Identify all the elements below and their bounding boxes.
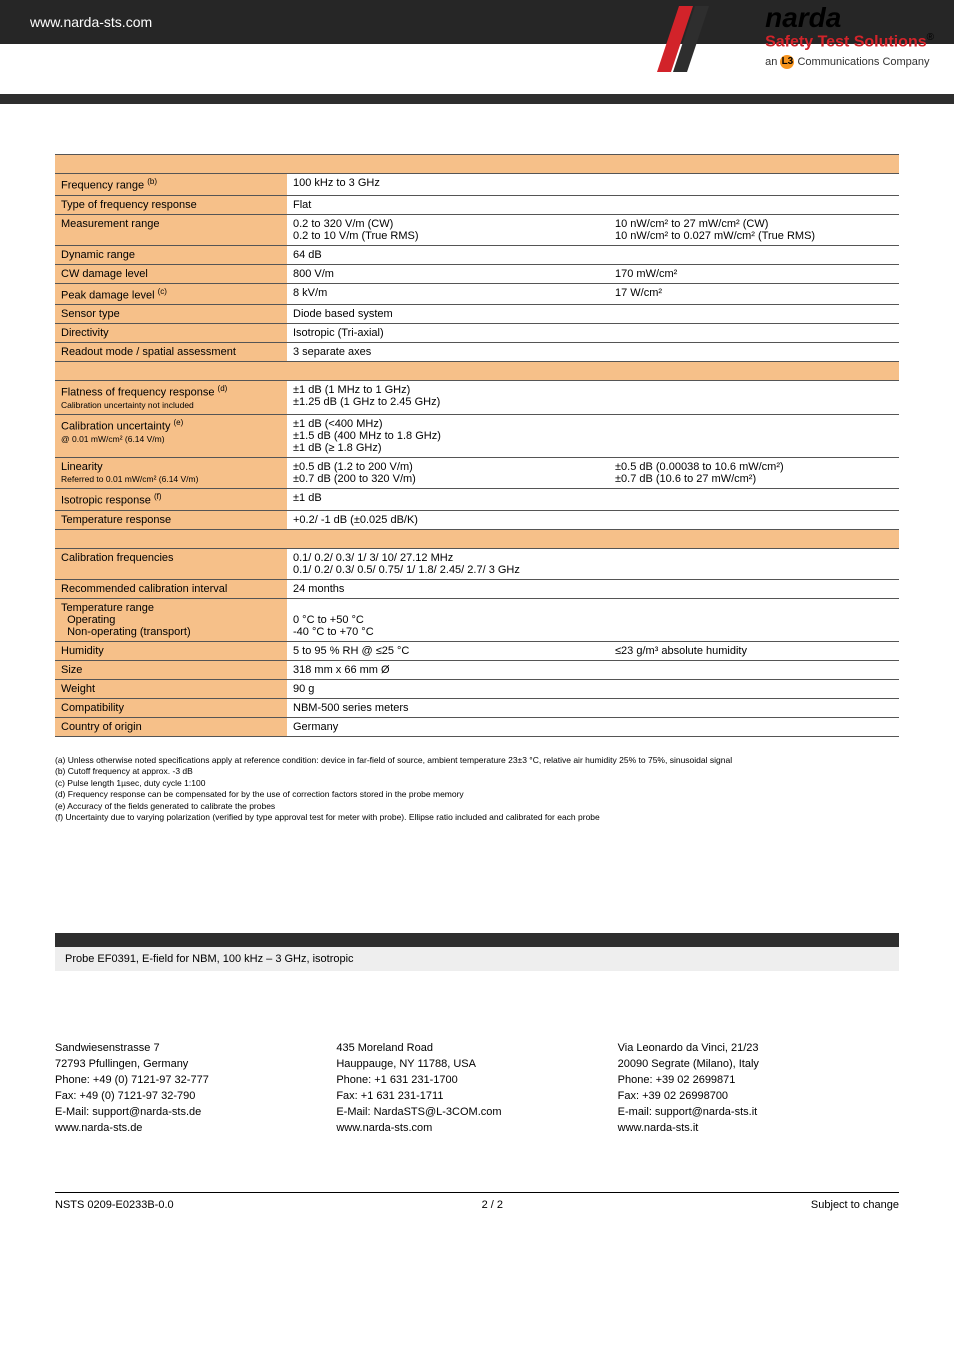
address-column: Sandwiesenstrasse 772793 Pfullingen, Ger…: [55, 1041, 336, 1137]
spec-label: Country of origin: [55, 717, 287, 736]
address-line: Sandwiesenstrasse 7: [55, 1041, 336, 1057]
logo-block: narda Safety Test Solutions® an L3 Commu…: [757, 4, 934, 69]
spec-label: Measurement range: [55, 214, 287, 245]
address-line: E-mail: support@narda-sts.it: [618, 1105, 899, 1121]
spec-label: Flatness of frequency response (d)Calibr…: [55, 381, 287, 415]
spec-label: LinearityReferred to 0.01 mW/cm² (6.14 V…: [55, 457, 287, 488]
footnote-line: (c) Pulse length 1µsec, duty cycle 1:100: [55, 778, 899, 789]
address-line: E-Mail: support@narda-sts.de: [55, 1105, 336, 1121]
logo-slash-icon: [639, 4, 709, 74]
address-line: www.narda-sts.de: [55, 1121, 336, 1137]
spec-value: 100 kHz to 3 GHz: [287, 174, 899, 196]
logo-company: an L3 Communications Company: [765, 55, 934, 69]
spec-label: Calibration frequencies: [55, 548, 287, 579]
header-url: www.narda-sts.com: [30, 14, 152, 30]
spec-value: 0.1/ 0.2/ 0.3/ 1/ 3/ 10/ 27.12 MHz0.1/ 0…: [287, 548, 899, 579]
page-footer: NSTS 0209-E0233B-0.0 2 / 2 Subject to ch…: [55, 1192, 899, 1211]
footer-center: 2 / 2: [482, 1199, 503, 1211]
spec-label: Readout mode / spatial assessment: [55, 343, 287, 362]
logo-tagline: Safety Test Solutions®: [765, 32, 934, 51]
address-line: Fax: +1 631 231-1711: [336, 1089, 617, 1105]
spec-label: Size: [55, 660, 287, 679]
spec-value: Diode based system: [287, 305, 899, 324]
footnote-line: (d) Frequency response can be compensate…: [55, 789, 899, 800]
address-line: Phone: +39 02 2699871: [618, 1073, 899, 1089]
spec-value: 5 to 95 % RH @ ≤25 °C: [287, 641, 609, 660]
address-line: Fax: +49 (0) 7121-97 32-790: [55, 1089, 336, 1105]
spec-label: Sensor type: [55, 305, 287, 324]
address-line: Phone: +49 (0) 7121-97 32-777: [55, 1073, 336, 1089]
probe-bar: Probe EF0391, E-field for NBM, 100 kHz –…: [55, 933, 899, 971]
spec-label: Calibration uncertainty (e)@ 0.01 mW/cm²…: [55, 414, 287, 457]
spec-value: 64 dB: [287, 245, 899, 264]
spec-value: 3 separate axes: [287, 343, 899, 362]
address-line: Fax: +39 02 26998700: [618, 1089, 899, 1105]
spec-value: 800 V/m: [287, 264, 609, 283]
spec-value: ±1 dB (<400 MHz)±1.5 dB (400 MHz to 1.8 …: [287, 414, 899, 457]
footer-left: NSTS 0209-E0233B-0.0: [55, 1199, 174, 1211]
spec-value: 90 g: [287, 679, 899, 698]
spec-value: Flat: [287, 195, 899, 214]
logo-brand: narda: [765, 4, 934, 32]
spec-value: 24 months: [287, 579, 899, 598]
footnote-line: (e) Accuracy of the fields generated to …: [55, 801, 899, 812]
spec-value: 170 mW/cm²: [609, 264, 899, 283]
address-line: Hauppauge, NY 11788, USA: [336, 1057, 617, 1073]
spec-label: Weight: [55, 679, 287, 698]
address-line: E-Mail: NardaSTS@L-3COM.com: [336, 1105, 617, 1121]
footnotes: (a) Unless otherwise noted specification…: [55, 755, 899, 824]
spec-value: ±1 dB: [287, 488, 899, 510]
probe-label: Probe EF0391, E-field for NBM, 100 kHz –…: [55, 947, 899, 971]
address-line: 435 Moreland Road: [336, 1041, 617, 1057]
address-line: www.narda-sts.com: [336, 1121, 617, 1137]
spec-value: NBM-500 series meters: [287, 698, 899, 717]
footnote-line: (b) Cutoff frequency at approx. -3 dB: [55, 766, 899, 777]
spec-value: Germany: [287, 717, 899, 736]
spec-value: ±0.5 dB (0.00038 to 10.6 mW/cm²)±0.7 dB …: [609, 457, 899, 488]
section-divider: [55, 529, 899, 548]
addresses: Sandwiesenstrasse 772793 Pfullingen, Ger…: [55, 1041, 899, 1137]
address-line: Phone: +1 631 231-1700: [336, 1073, 617, 1089]
spec-label: Temperature response: [55, 510, 287, 529]
spec-label: Recommended calibration interval: [55, 579, 287, 598]
spec-value: Isotropic (Tri-axial): [287, 324, 899, 343]
spec-table: Frequency range (b)100 kHz to 3 GHzType …: [55, 154, 899, 737]
address-line: 72793 Pfullingen, Germany: [55, 1057, 336, 1073]
spec-value: 0.2 to 320 V/m (CW)0.2 to 10 V/m (True R…: [287, 214, 609, 245]
spec-value: 0 °C to +50 °C-40 °C to +70 °C: [287, 598, 899, 641]
spec-label: Peak damage level (c): [55, 283, 287, 305]
footer-right: Subject to change: [811, 1199, 899, 1211]
section-divider: [55, 155, 899, 174]
address-line: www.narda-sts.it: [618, 1121, 899, 1137]
address-column: 435 Moreland RoadHauppauge, NY 11788, US…: [336, 1041, 617, 1137]
spec-value: 17 W/cm²: [609, 283, 899, 305]
address-line: Via Leonardo da Vinci, 21/23: [618, 1041, 899, 1057]
spec-label: Temperature range Operating Non-operatin…: [55, 598, 287, 641]
footnote-line: (f) Uncertainty due to varying polarizat…: [55, 812, 899, 823]
spec-label: Type of frequency response: [55, 195, 287, 214]
accent-strip: [0, 94, 954, 104]
footnote-line: (a) Unless otherwise noted specification…: [55, 755, 899, 766]
spec-label: Compatibility: [55, 698, 287, 717]
spec-value: 318 mm x 66 mm Ø: [287, 660, 899, 679]
spec-label: CW damage level: [55, 264, 287, 283]
spec-value: ±0.5 dB (1.2 to 200 V/m)±0.7 dB (200 to …: [287, 457, 609, 488]
spec-label: Frequency range (b): [55, 174, 287, 196]
spec-value: +0.2/ -1 dB (±0.025 dB/K): [287, 510, 899, 529]
spec-value: ≤23 g/m³ absolute humidity: [609, 641, 899, 660]
spec-value: 10 nW/cm² to 27 mW/cm² (CW)10 nW/cm² to …: [609, 214, 899, 245]
section-divider: [55, 362, 899, 381]
spec-label: Isotropic response (f): [55, 488, 287, 510]
spec-label: Dynamic range: [55, 245, 287, 264]
spec-label: Humidity: [55, 641, 287, 660]
spec-value: 8 kV/m: [287, 283, 609, 305]
spec-value: ±1 dB (1 MHz to 1 GHz)±1.25 dB (1 GHz to…: [287, 381, 899, 415]
l3-icon: L3: [780, 55, 794, 69]
address-line: 20090 Segrate (Milano), Italy: [618, 1057, 899, 1073]
address-column: Via Leonardo da Vinci, 21/2320090 Segrat…: [618, 1041, 899, 1137]
spec-label: Directivity: [55, 324, 287, 343]
